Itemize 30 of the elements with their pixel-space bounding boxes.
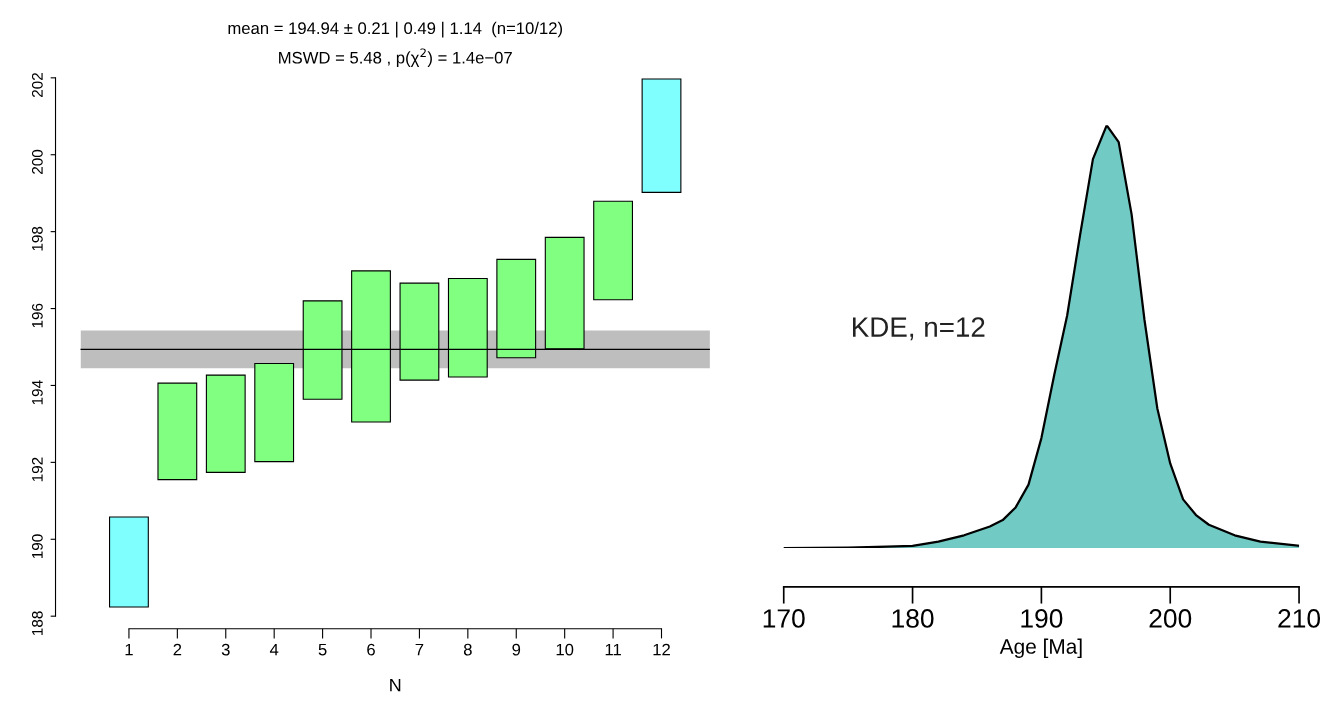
x-tick-label: 12 [653,643,670,656]
x-tick-label: 170 [763,609,805,628]
x-tick-label: 3 [221,643,230,656]
x-tick-label: 210 [1278,609,1321,628]
x-tick-label: 180 [892,609,934,628]
y-tick-label: 192 [31,457,43,482]
x-tick-label: 6 [367,643,375,656]
annotation: KDE, n=12 [853,317,985,341]
x-tick-label: 9 [512,643,521,656]
x-tick-label: 190 [1021,609,1063,628]
y-tick-label: 188 [31,611,43,635]
x-tick-label: 200 [1149,609,1192,628]
y-tick-label: 196 [31,303,43,328]
y-tick-label: 198 [31,226,43,251]
y-tick-label: 202 [31,73,43,98]
chart-subtitle: MSWD = 5.48 , p(χ$^{2}$) = 1.4e−07 [279,48,512,67]
x-axis-title: Age [Ma] [999,638,1082,658]
x-tick-label: 4 [269,643,279,656]
x-tick-label: 5 [318,643,327,656]
x-tick-label: 8 [463,643,472,656]
y-tick-label: 190 [31,534,43,559]
x-axis-title: N [390,678,401,692]
x-tick-label: 7 [415,643,424,656]
y-tick-label: 194 [31,380,43,405]
x-tick-label: 2 [173,643,182,656]
x-tick-label: 10 [556,643,574,656]
x-tick-label: 11 [605,643,621,656]
x-tick-label: 1 [125,643,133,656]
chart-title: mean = 194.94 ± 0.21 | 0.49 | 1.14 (n=10/12) [228,21,563,38]
y-tick-label: 200 [31,149,43,174]
